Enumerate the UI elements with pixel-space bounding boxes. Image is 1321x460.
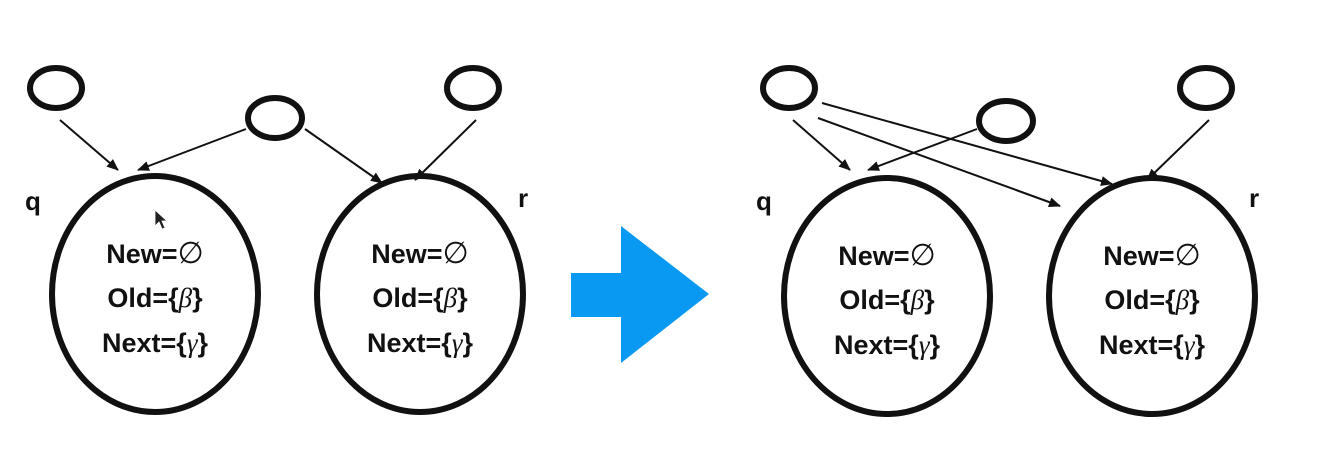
edge-a-to-r-right	[821, 102, 1113, 186]
q-right-new-field: New=∅	[838, 239, 935, 272]
next-suffix: }	[1194, 330, 1205, 360]
edge-a-to-q-right	[792, 119, 851, 171]
empty-set-symbol: ∅	[178, 237, 204, 270]
node-q-left	[49, 173, 261, 415]
edge-b-to-r	[304, 128, 383, 184]
label-q-right: q	[756, 186, 772, 216]
old-prefix: Old={	[372, 283, 443, 313]
next-prefix: Next={	[1099, 330, 1184, 360]
empty-set-symbol: ∅	[443, 237, 469, 270]
q-right-next-field: Next={γ}	[834, 330, 940, 360]
right-arrow-icon	[571, 226, 709, 363]
r-right-next-field: Next={γ}	[1099, 330, 1205, 360]
gamma-symbol: γ	[452, 328, 464, 358]
old-suffix: }	[457, 283, 468, 313]
label-r-right: r	[1249, 183, 1259, 213]
next-suffix: }	[197, 328, 208, 358]
next-prefix: Next={	[834, 330, 919, 360]
node-r-right	[1046, 175, 1258, 417]
r-right-new-field: New=∅	[1103, 239, 1200, 272]
before-panel: q r New=∅ Old={β} Next={γ} New=∅ Old={β}…	[25, 65, 528, 415]
edge-a-to-q	[59, 119, 119, 171]
empty-set-symbol: ∅	[910, 239, 936, 272]
left-predecessor-node-b	[245, 95, 305, 141]
beta-symbol: β	[1175, 285, 1190, 315]
edge-b-to-q-right	[867, 128, 978, 171]
edge-c-to-r	[414, 119, 477, 181]
left-predecessor-node-a	[27, 65, 85, 111]
new-prefix: New=	[1103, 241, 1174, 271]
r-left-next-field: Next={γ}	[367, 328, 473, 358]
old-prefix: Old={	[839, 285, 910, 315]
beta-symbol: β	[443, 283, 458, 313]
q-right-old-field: Old={β}	[839, 285, 935, 315]
beta-symbol: β	[178, 283, 193, 313]
label-r-left: r	[518, 183, 528, 213]
gamma-symbol: γ	[1184, 330, 1196, 360]
new-prefix: New=	[371, 239, 442, 269]
gamma-symbol: γ	[919, 330, 931, 360]
r-right-old-field: Old={β}	[1104, 285, 1200, 315]
label-q-left: q	[25, 186, 41, 216]
edge-b-to-r-right	[1034, 133, 1058, 208]
old-suffix: }	[1189, 285, 1200, 315]
new-prefix: New=	[106, 239, 177, 269]
edge-q-to-r-right	[817, 117, 1061, 207]
old-prefix: Old={	[107, 283, 178, 313]
edge-c-to-r-right	[1146, 119, 1210, 181]
edge-b-to-q	[137, 128, 247, 171]
q-left-next-field: Next={γ}	[102, 328, 208, 358]
left-predecessor-node-c	[444, 65, 502, 111]
mouse-pointer-icon	[154, 209, 169, 230]
next-prefix: Next={	[102, 328, 187, 358]
old-suffix: }	[924, 285, 935, 315]
right-predecessor-node-b	[976, 98, 1036, 144]
q-left-old-field: Old={β}	[107, 283, 203, 313]
r-left-old-field: Old={β}	[372, 283, 468, 313]
empty-set-symbol: ∅	[1175, 239, 1201, 272]
next-suffix: }	[462, 328, 473, 358]
beta-symbol: β	[910, 285, 925, 315]
after-panel: q r New=∅ Old={β} Next={γ} New=∅ Old={β}…	[756, 65, 1259, 417]
node-r-left	[314, 173, 526, 415]
next-suffix: }	[929, 330, 940, 360]
old-prefix: Old={	[1104, 285, 1175, 315]
q-left-new-field: New=∅	[106, 237, 203, 270]
r-left-new-field: New=∅	[371, 237, 468, 270]
node-q-right	[781, 175, 993, 417]
right-predecessor-node-a	[760, 65, 818, 111]
new-prefix: New=	[838, 241, 909, 271]
old-suffix: }	[192, 283, 203, 313]
right-predecessor-node-c	[1177, 65, 1235, 111]
next-prefix: Next={	[367, 328, 452, 358]
gamma-symbol: γ	[187, 328, 199, 358]
